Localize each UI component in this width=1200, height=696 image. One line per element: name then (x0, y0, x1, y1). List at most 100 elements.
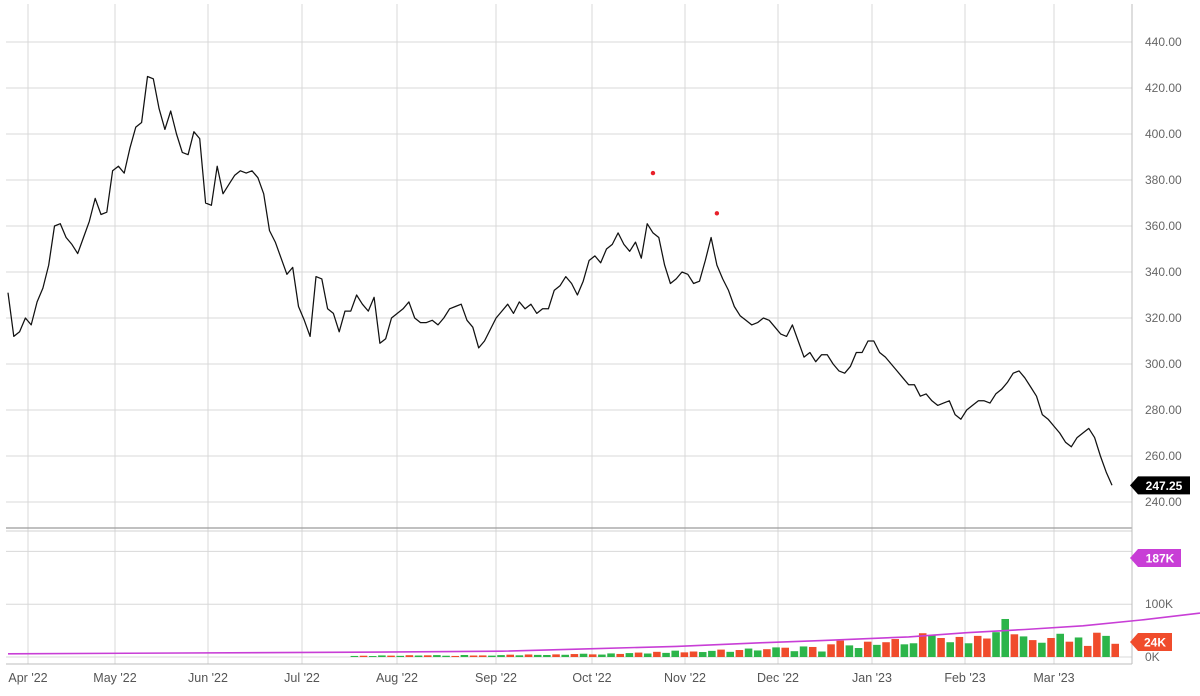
price-marker (714, 211, 720, 216)
volume-bar (368, 656, 377, 657)
volume-bar (433, 655, 441, 657)
volume-bar (973, 635, 982, 657)
volume-bar (552, 654, 560, 657)
volume-bar (588, 654, 597, 657)
volume-bar (662, 652, 670, 657)
grid-layer (6, 4, 1133, 665)
price-tick-label: 320.00 (1145, 311, 1182, 325)
price-tick-label: 300.00 (1145, 357, 1182, 371)
volume-bar (845, 645, 854, 657)
volume-bar (726, 651, 734, 657)
volume-bar (625, 653, 634, 657)
volume-bar (964, 643, 973, 657)
volume-bar (396, 655, 404, 657)
price-marker (650, 170, 656, 176)
volume-bar (882, 642, 890, 657)
volume-bar (946, 642, 954, 657)
volume-bar (698, 652, 707, 657)
volume-bar (918, 633, 927, 657)
volume-bar (781, 647, 789, 657)
price-tick-label: 240.00 (1145, 495, 1182, 509)
volume-bar-label: 24K (1144, 636, 1166, 650)
volume-bar (570, 654, 579, 657)
volume-bar (1083, 645, 1092, 657)
x-tick-label: Aug '22 (376, 671, 418, 685)
x-tick-label: Apr '22 (8, 671, 47, 685)
price-tick-label: 440.00 (1145, 35, 1182, 49)
volume-bar (515, 655, 524, 657)
volume-bar (937, 637, 945, 657)
x-tick-label: Dec '22 (757, 671, 799, 685)
volume-bar (1019, 636, 1028, 657)
volume-bar (1093, 632, 1101, 657)
volume-bar (708, 650, 716, 657)
volume-bar (854, 648, 863, 657)
volume-bar (634, 652, 643, 657)
volume-bar (680, 652, 689, 657)
volume-bar (543, 654, 551, 657)
volume-bar (717, 649, 725, 657)
x-tick-label: Mar '23 (1033, 671, 1074, 685)
volume-bar (928, 635, 936, 657)
volume-bar (506, 654, 514, 657)
volume-bar (1038, 642, 1046, 657)
volume-bar (469, 655, 478, 657)
volume-bar (387, 655, 395, 657)
volume-average-line (7, 612, 1200, 655)
volume-panel (7, 612, 1200, 657)
volume-bar (772, 647, 780, 657)
volume-bar (1056, 633, 1064, 657)
volume-bar (579, 653, 588, 657)
volume-bar (442, 655, 450, 657)
volume-bar (643, 653, 652, 657)
volume-bar (735, 650, 744, 657)
volume-bar (405, 655, 414, 657)
volume-bar (350, 655, 359, 657)
volume-bar (533, 654, 542, 657)
volume-bar (799, 646, 808, 657)
volume-bar (451, 655, 459, 657)
x-tick-label: Sep '22 (475, 671, 517, 685)
volume-bar (460, 654, 469, 657)
volume-bar-badge (1130, 633, 1172, 651)
volume-bar (891, 639, 899, 657)
price-tick-label: 260.00 (1145, 449, 1182, 463)
volume-bar (616, 653, 624, 657)
price-tick-label: 380.00 (1145, 173, 1182, 187)
volume-bar (488, 655, 496, 657)
price-panel (7, 75, 1113, 486)
volume-bar (607, 653, 615, 657)
volume-bar (992, 632, 1000, 657)
volume-bar (423, 655, 432, 657)
volume-bar (818, 651, 826, 657)
volume-bar (790, 651, 799, 657)
x-tick-label: Oct '22 (572, 671, 611, 685)
volume-bar (524, 654, 533, 657)
axis-layer: 440.00 420.00 400.00 380.00 360.00 340.00 320.… (8, 35, 1190, 685)
volume-line-label: 187K (1146, 552, 1175, 566)
volume-bar (1111, 643, 1119, 657)
price-tick-label: 280.00 (1145, 403, 1182, 417)
volume-bar (955, 636, 964, 657)
volume-bar (478, 655, 487, 657)
volume-bar (378, 655, 386, 657)
last-price-label: 247.25 (1146, 479, 1183, 493)
volume-bar (561, 654, 569, 657)
volume-bar (909, 643, 918, 657)
price-tick-label: 340.00 (1145, 265, 1182, 279)
volume-bar (900, 644, 909, 657)
price-line (7, 75, 1113, 486)
volume-bar (1010, 634, 1019, 657)
price-tick-label: 420.00 (1145, 81, 1182, 95)
volume-bar (808, 646, 817, 657)
volume-line-badge (1130, 549, 1181, 567)
volume-bar (359, 655, 368, 657)
x-tick-label: Nov '22 (664, 671, 706, 685)
volume-tick-label: 0K (1145, 650, 1160, 664)
volume-tick-label: 100K (1145, 597, 1173, 611)
volume-bar (863, 641, 872, 657)
volume-bar (1065, 641, 1074, 657)
x-tick-label: Jan '23 (852, 671, 892, 685)
